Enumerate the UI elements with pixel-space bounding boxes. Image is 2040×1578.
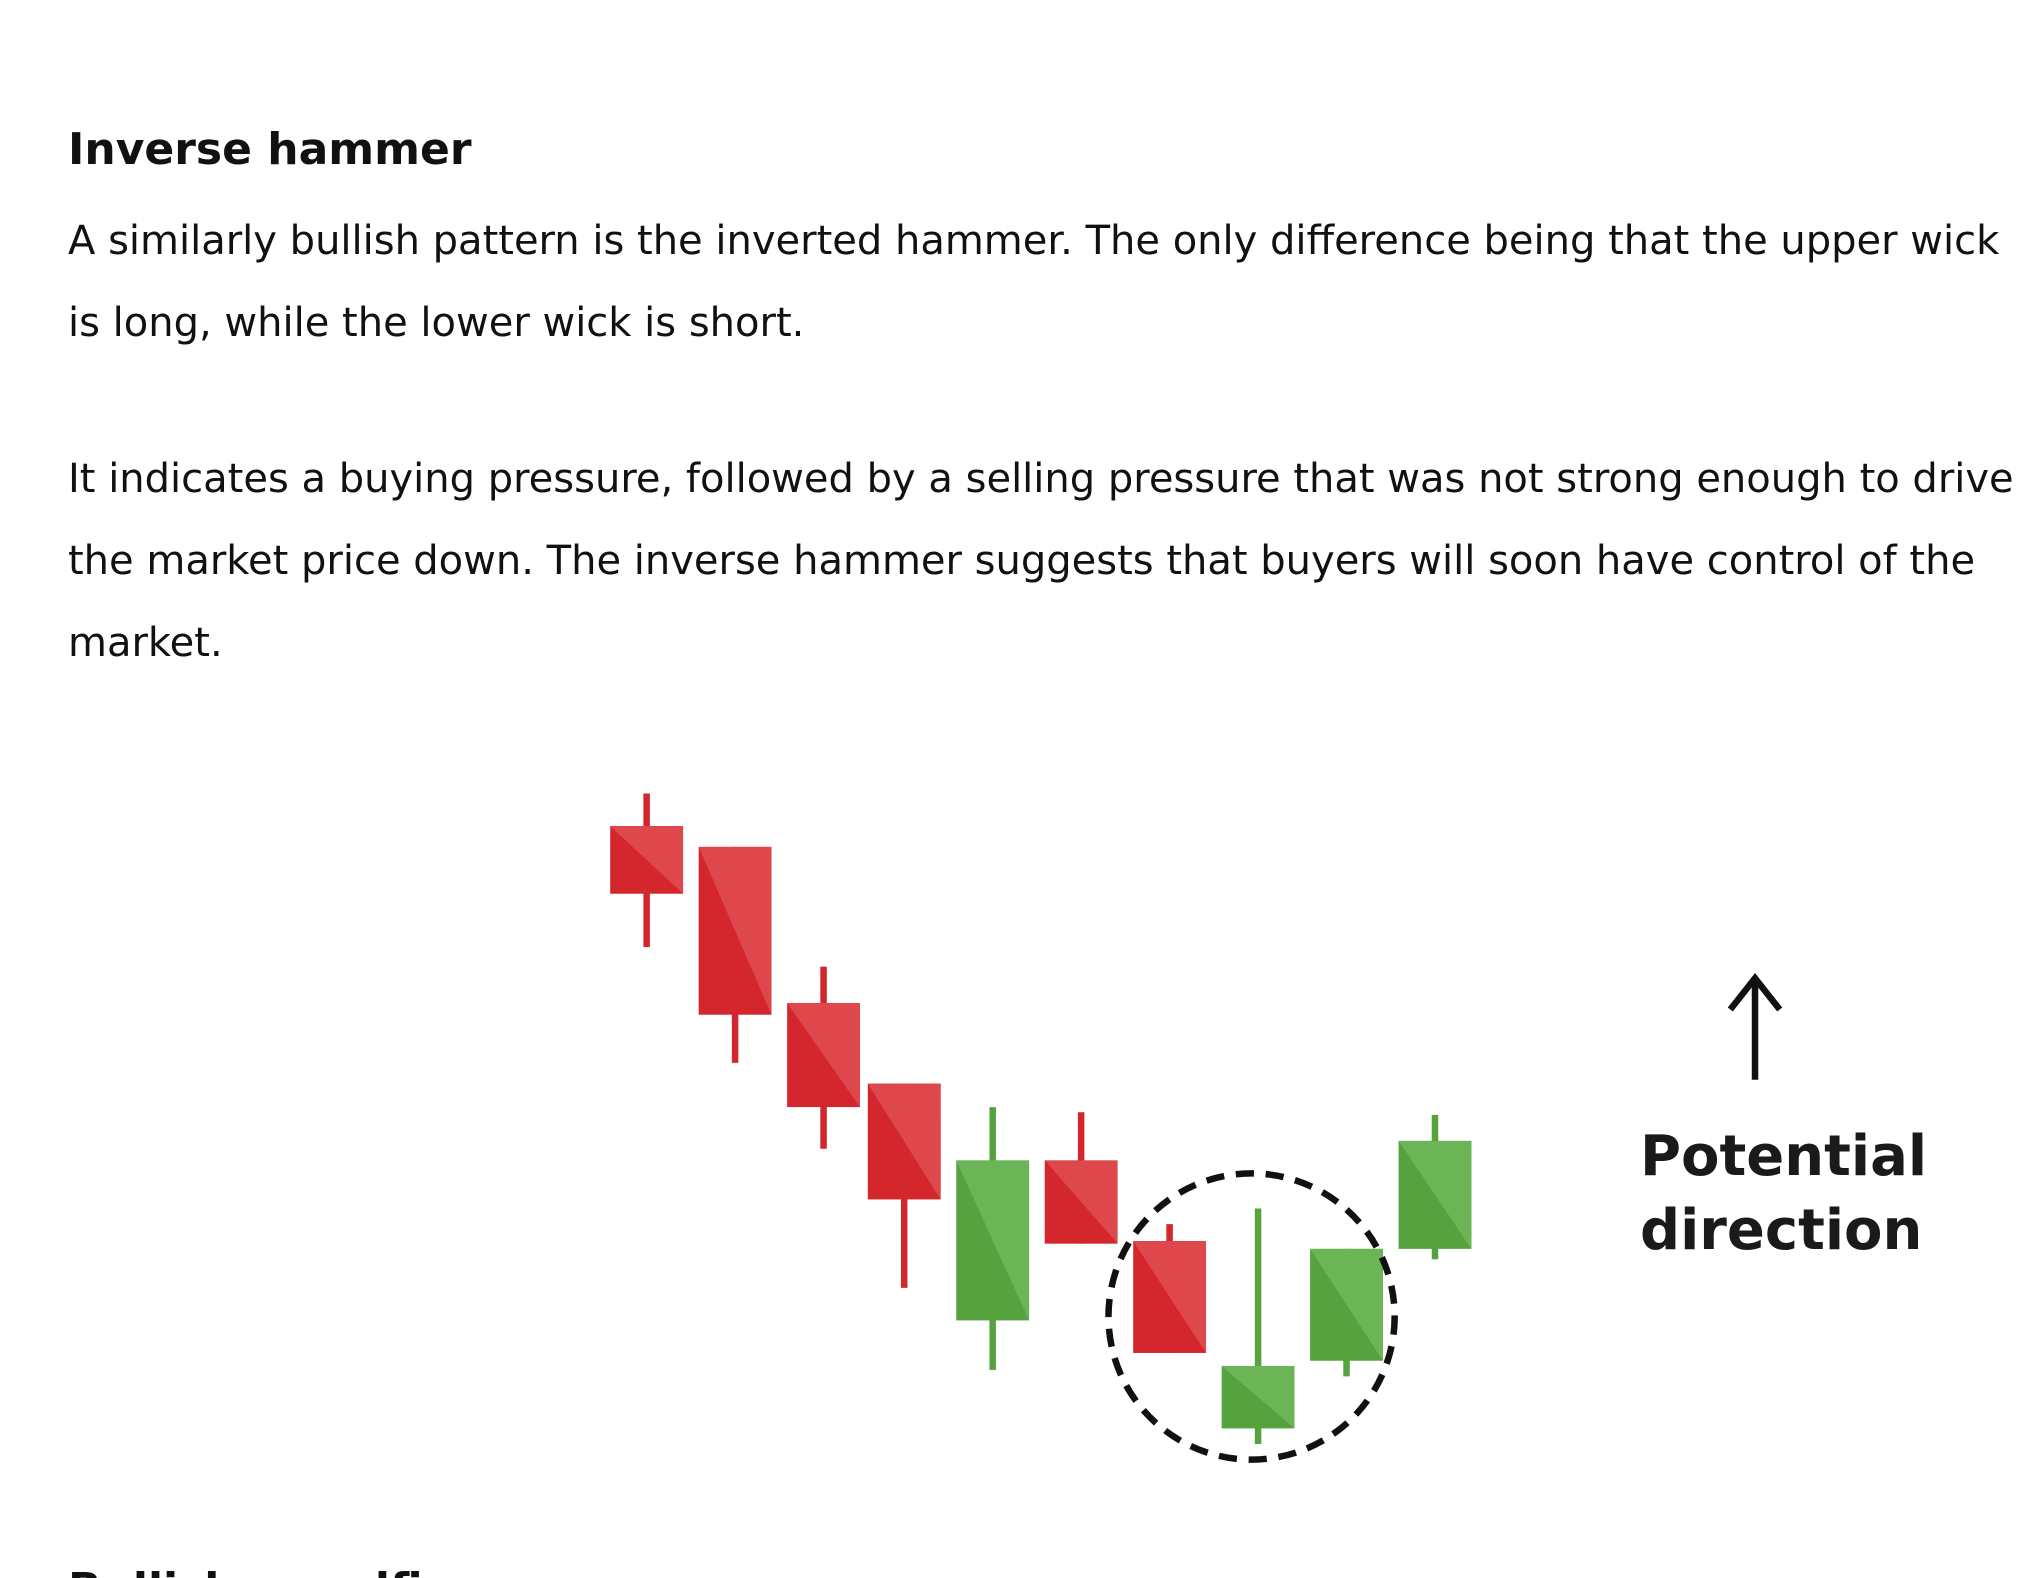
paragraph: A similarly bullish pattern is the inver… <box>68 218 2000 346</box>
candle-shade <box>698 846 772 1015</box>
arrow-up <box>1727 973 1783 1080</box>
section-heading: Inverse hammer <box>68 124 472 175</box>
candle-shade <box>787 1002 860 1108</box>
paragraph: It indicates a buying pressure, followed… <box>68 456 2014 666</box>
candle-shade <box>1044 1160 1118 1244</box>
section-heading: Bullish engulfing <box>68 1560 485 1578</box>
candles <box>610 793 1472 1445</box>
candle-shade <box>610 826 684 894</box>
highlight-circle <box>1105 1170 1398 1463</box>
direction-label: Potential direction <box>1640 1124 1928 1263</box>
candle-shade <box>1310 1248 1383 1361</box>
